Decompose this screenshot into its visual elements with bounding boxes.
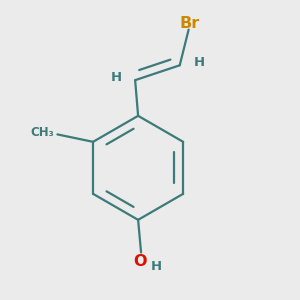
Text: Br: Br bbox=[180, 16, 200, 31]
Text: H: H bbox=[194, 56, 205, 69]
Text: H: H bbox=[110, 71, 122, 84]
Text: H: H bbox=[150, 260, 161, 273]
Text: O: O bbox=[133, 254, 146, 269]
Text: CH₃: CH₃ bbox=[31, 126, 54, 140]
